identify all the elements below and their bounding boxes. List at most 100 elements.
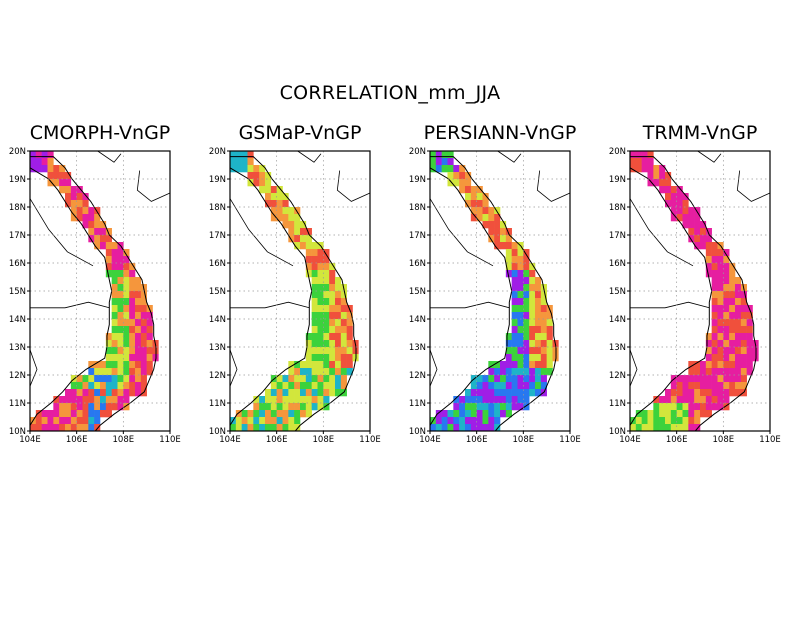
grid-cell	[65, 403, 72, 411]
grid-cell	[670, 403, 677, 411]
grid-cell	[117, 256, 124, 264]
grid-cell	[70, 403, 77, 411]
grid-cell	[88, 207, 95, 215]
lat-tick-label: 17N	[609, 231, 626, 241]
grid-cell	[259, 417, 266, 425]
grid-cell	[647, 151, 654, 159]
grid-cell	[476, 382, 483, 390]
grid-cell	[105, 361, 112, 369]
grid-cell	[265, 186, 272, 194]
grid-cell	[517, 375, 524, 383]
grid-cell	[117, 403, 124, 411]
grid-cell	[465, 417, 472, 425]
grid-cell	[65, 396, 72, 404]
grid-cell	[705, 361, 712, 369]
lat-tick-label: 11N	[209, 399, 226, 409]
grid-cell	[335, 319, 342, 327]
grid-cell	[94, 235, 101, 243]
grid-cell	[459, 165, 466, 173]
grid-cell	[265, 172, 272, 180]
grid-cell	[694, 361, 701, 369]
grid-cell	[311, 333, 318, 341]
grid-cell	[47, 158, 54, 166]
grid-cell	[123, 263, 130, 271]
lat-tick-label: 18N	[609, 203, 626, 213]
grid-cell	[705, 354, 712, 362]
grid-cell	[94, 396, 101, 404]
grid-cell	[441, 158, 448, 166]
grid-cell	[441, 424, 448, 432]
grid-cell	[317, 347, 324, 355]
lat-tick-label: 17N	[209, 231, 226, 241]
grid-cell	[470, 214, 477, 222]
grid-cell	[282, 382, 289, 390]
grid-cell	[665, 193, 672, 201]
border-line	[229, 349, 238, 387]
grid-cell	[453, 417, 460, 425]
grid-cell	[123, 340, 130, 348]
grid-cell	[523, 396, 530, 404]
grid-cell	[523, 263, 530, 271]
grid-cell	[47, 172, 54, 180]
grid-cell	[523, 305, 530, 313]
grid-cell	[540, 312, 547, 320]
grid-cell	[711, 403, 718, 411]
grid-cell	[430, 165, 437, 173]
grid-cell	[47, 424, 54, 432]
grid-cell	[146, 312, 153, 320]
grid-cell	[535, 375, 542, 383]
grid-cell	[535, 354, 542, 362]
figure-title: CORRELATION_mm_JJA	[279, 82, 501, 104]
grid-cell	[523, 270, 530, 278]
grid-cell	[470, 424, 477, 432]
grid-cell	[311, 249, 318, 257]
grid-cell	[70, 410, 77, 418]
border-line	[229, 198, 294, 267]
grid-cell	[88, 410, 95, 418]
grid-cell	[305, 249, 312, 257]
grid-cell	[535, 382, 542, 390]
grid-cell	[494, 424, 501, 432]
grid-cell	[276, 186, 283, 194]
grid-cell	[705, 256, 712, 264]
grid-cell	[529, 326, 536, 334]
grid-cell	[723, 319, 730, 327]
grid-cell	[105, 382, 112, 390]
grid-cell	[265, 417, 272, 425]
grid-cell	[105, 270, 112, 278]
grid-cell	[311, 305, 318, 313]
grid-cell	[82, 221, 89, 229]
grid-cell	[500, 361, 507, 369]
grid-cell	[265, 410, 272, 418]
grid-cell	[523, 284, 530, 292]
grid-cell	[30, 151, 37, 159]
grid-cell	[465, 396, 472, 404]
grid-cell	[241, 424, 248, 432]
grid-cell	[523, 312, 530, 320]
grid-cell	[76, 207, 83, 215]
grid-cell	[276, 424, 283, 432]
grid-cell	[129, 368, 136, 376]
grid-cell	[117, 361, 124, 369]
grid-cell	[546, 312, 553, 320]
grid-cell	[117, 312, 124, 320]
lat-tick-label: 12N	[9, 371, 26, 381]
grid-cell	[665, 396, 672, 404]
grid-cell	[476, 186, 483, 194]
grid-cell	[735, 375, 742, 383]
grid-cell	[670, 389, 677, 397]
grid-cell	[111, 368, 118, 376]
grid-cell	[111, 277, 118, 285]
grid-cell	[694, 228, 701, 236]
grid-cell	[76, 396, 83, 404]
lat-tick-label: 20N	[609, 147, 626, 157]
grid-cell	[682, 382, 689, 390]
grid-cell	[94, 424, 101, 432]
grid-cell	[729, 375, 736, 383]
grid-cell	[88, 228, 95, 236]
grid-cell	[546, 319, 553, 327]
grid-cell	[723, 326, 730, 334]
grid-cell	[111, 347, 118, 355]
grid-cell	[665, 424, 672, 432]
grid-cell	[146, 361, 153, 369]
